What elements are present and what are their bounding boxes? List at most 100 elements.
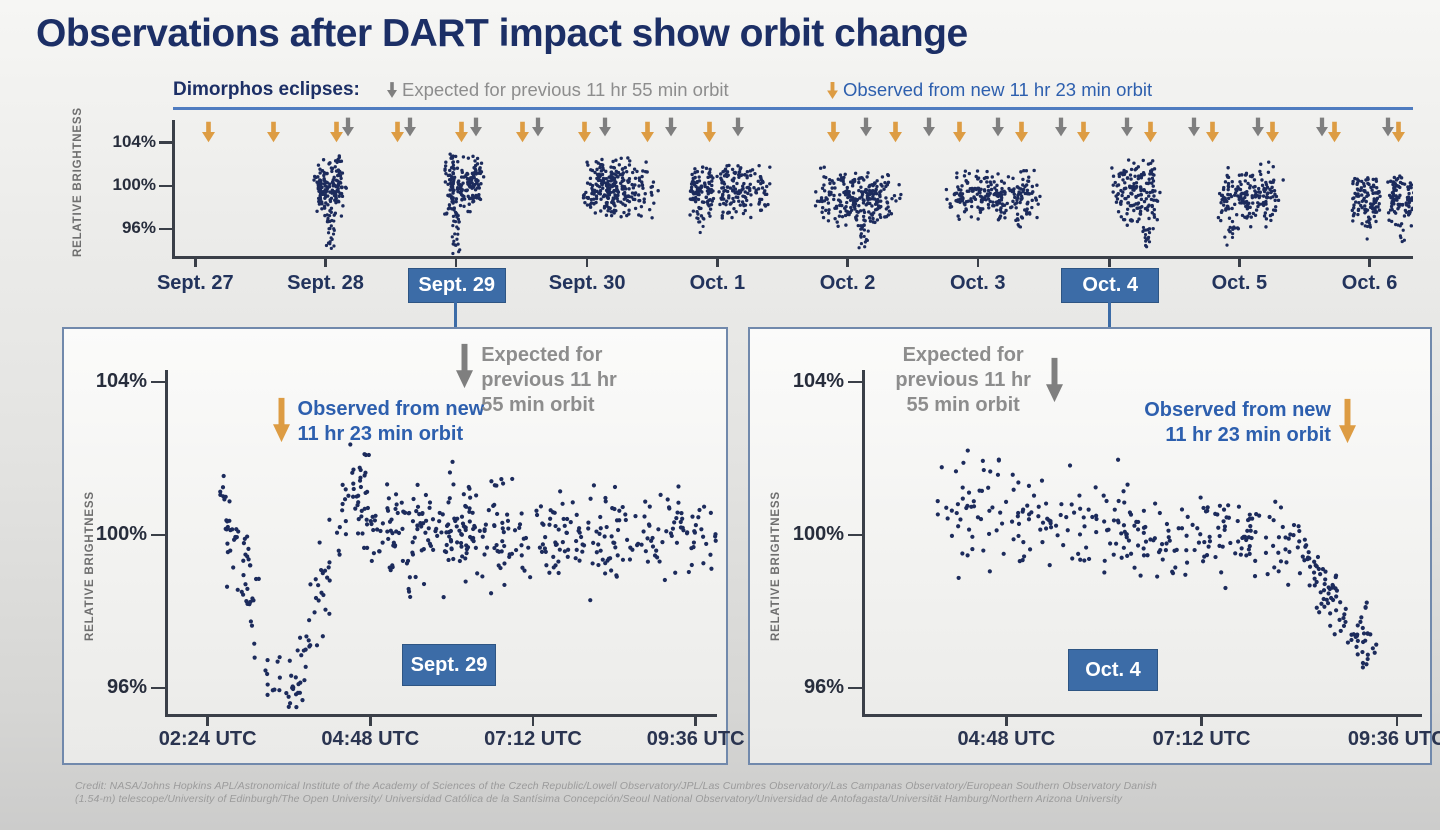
panel-x-tick-label: 04:48 UTC: [941, 728, 1071, 751]
legend-title: Dimorphos eclipses:: [173, 79, 360, 101]
top-y-tick: [159, 228, 173, 231]
eclipse-legend: Dimorphos eclipses: Expected for previou…: [173, 76, 1413, 106]
panel-y-tick-label: 100%: [782, 523, 844, 546]
expected-annotation-oct4: Expected for previous 11 hr 55 min orbit: [888, 343, 1063, 418]
oct4-y-axis-title: RELATIVE BRIGHTNESS: [770, 441, 782, 691]
date-axis-tick: [1238, 258, 1241, 267]
top-y-tick: [159, 185, 173, 188]
expected-arrow-icon: [1046, 357, 1063, 403]
observed-annotation-line: Observed from new: [1135, 398, 1331, 423]
observed-arrow-icon: [1015, 121, 1028, 148]
top-y-tick-label: 104%: [96, 132, 156, 152]
legend-observed-item: Observed from new 11 hr 23 min orbit: [827, 79, 1152, 101]
date-tick-label: Oct. 3: [923, 272, 1033, 295]
panel-y-tick: [151, 381, 166, 384]
legend-observed-label: Observed from new 11 hr 23 min orbit: [843, 79, 1152, 101]
observed-arrow-icon: [703, 121, 716, 148]
top-y-tick-label: 100%: [96, 175, 156, 195]
sept29-y-axis-title: RELATIVE BRIGHTNESS: [84, 441, 96, 691]
date-highlight-badge: Oct. 4: [1061, 268, 1159, 303]
panel-x-tick: [1200, 714, 1203, 726]
expected-arrow-icon: [470, 117, 482, 142]
expected-arrow-icon: [532, 117, 544, 142]
panel-x-tick-label: 09:36 UTC: [1332, 728, 1440, 751]
expected-arrow-icon: [860, 117, 872, 142]
expected-arrow-icon: [732, 117, 744, 142]
panel-x-axis: [862, 714, 1422, 717]
panel-x-tick: [369, 714, 372, 726]
observed-arrow-icon: [516, 121, 529, 148]
observed-arrow-icon: [889, 121, 902, 148]
panel-y-tick: [848, 687, 863, 690]
connector-line: [454, 302, 457, 327]
panel-x-tick-label: 04:48 UTC: [305, 728, 435, 751]
panel-x-tick-label: 07:12 UTC: [468, 728, 598, 751]
oct4-badge: Oct. 4: [1068, 649, 1158, 691]
panel-y-tick: [848, 534, 863, 537]
panel-y-axis: [862, 370, 865, 716]
panel-y-tick-label: 100%: [85, 523, 147, 546]
panel-x-tick: [532, 714, 535, 726]
panel-x-tick: [1005, 714, 1008, 726]
date-axis-tick: [716, 258, 719, 267]
date-tick-label: Oct. 5: [1184, 272, 1294, 295]
credit-line-1: Credit: NASA/Johns Hopkins APL/Astronomi…: [75, 780, 1355, 793]
credit-line-2: (1.54-m) telescope/University of Edinbur…: [75, 793, 1355, 806]
observed-annotation-line: 11 hr 23 min orbit: [298, 422, 485, 447]
top-x-axis: [172, 256, 1413, 259]
expected-arrow-icon: [1188, 117, 1200, 142]
observed-arrow-icon: [1077, 121, 1090, 148]
date-tick-label: Oct. 1: [662, 272, 772, 295]
panel-y-axis: [165, 370, 168, 716]
expected-arrow-icon: [1252, 117, 1264, 142]
panel-x-tick-label: 02:24 UTC: [143, 728, 273, 751]
expected-arrow-icon: [1121, 117, 1133, 142]
observed-arrow-icon: [202, 121, 215, 148]
date-highlight-badge: Sept. 29: [408, 268, 506, 303]
panel-y-tick-label: 96%: [782, 676, 844, 699]
observed-annotation-sept29: Observed from new 11 hr 23 min orbit: [273, 397, 485, 447]
observed-arrow-icon: [1339, 398, 1356, 444]
observed-arrow-icon: [391, 121, 404, 148]
date-tick-label: Sept. 27: [140, 272, 250, 295]
slide-root: Observations after DART impact show orbi…: [0, 0, 1440, 830]
observed-arrow-icon: [827, 82, 838, 99]
expected-annotation-line: 55 min orbit: [888, 393, 1038, 418]
legend-expected-label: Expected for previous 11 hr 55 min orbit: [402, 79, 729, 101]
page-title: Observations after DART impact show orbi…: [36, 12, 968, 56]
top-chart-scatter: [173, 110, 1413, 260]
expected-arrow-icon: [342, 117, 354, 142]
expected-arrow-icon: [387, 82, 397, 98]
top-y-tick: [159, 141, 173, 144]
legend-expected-item: Expected for previous 11 hr 55 min orbit: [387, 79, 729, 101]
observed-arrow-icon: [455, 121, 468, 148]
credit-text: Credit: NASA/Johns Hopkins APL/Astronomi…: [75, 780, 1355, 805]
expected-annotation-sept29: Expected for previous 11 hr 55 min orbit: [456, 343, 617, 418]
date-axis-tick: [194, 258, 197, 267]
sept29-detail-panel: RELATIVE BRIGHTNESS Observed from new 11…: [62, 327, 728, 765]
panel-y-tick: [151, 534, 166, 537]
expected-arrow-icon: [599, 117, 611, 142]
date-axis-tick: [1108, 258, 1111, 267]
expected-annotation-line: previous 11 hr: [481, 368, 617, 393]
expected-arrow-icon: [923, 117, 935, 142]
observed-arrow-icon: [827, 121, 840, 148]
expected-annotation-line: Expected for: [888, 343, 1038, 368]
date-axis-tick: [977, 258, 980, 267]
panel-x-tick: [694, 714, 697, 726]
top-chart-plot: [173, 107, 1413, 260]
date-axis-tick: [455, 258, 458, 267]
panel-x-tick: [206, 714, 209, 726]
panel-x-tick-label: 09:36 UTC: [631, 728, 761, 751]
panel-y-tick: [151, 687, 166, 690]
date-tick-label: Oct. 2: [793, 272, 903, 295]
connector-line: [1108, 302, 1111, 327]
panel-x-axis: [165, 714, 717, 717]
sept29-badge: Sept. 29: [402, 644, 496, 686]
date-axis-tick: [846, 258, 849, 267]
observed-arrow-icon: [1266, 121, 1279, 148]
expected-arrow-icon: [456, 343, 473, 389]
date-axis-tick: [586, 258, 589, 267]
observed-annotation-line: 11 hr 23 min orbit: [1135, 423, 1331, 448]
oct4-detail-panel: RELATIVE BRIGHTNESS Expected for previou…: [748, 327, 1432, 765]
